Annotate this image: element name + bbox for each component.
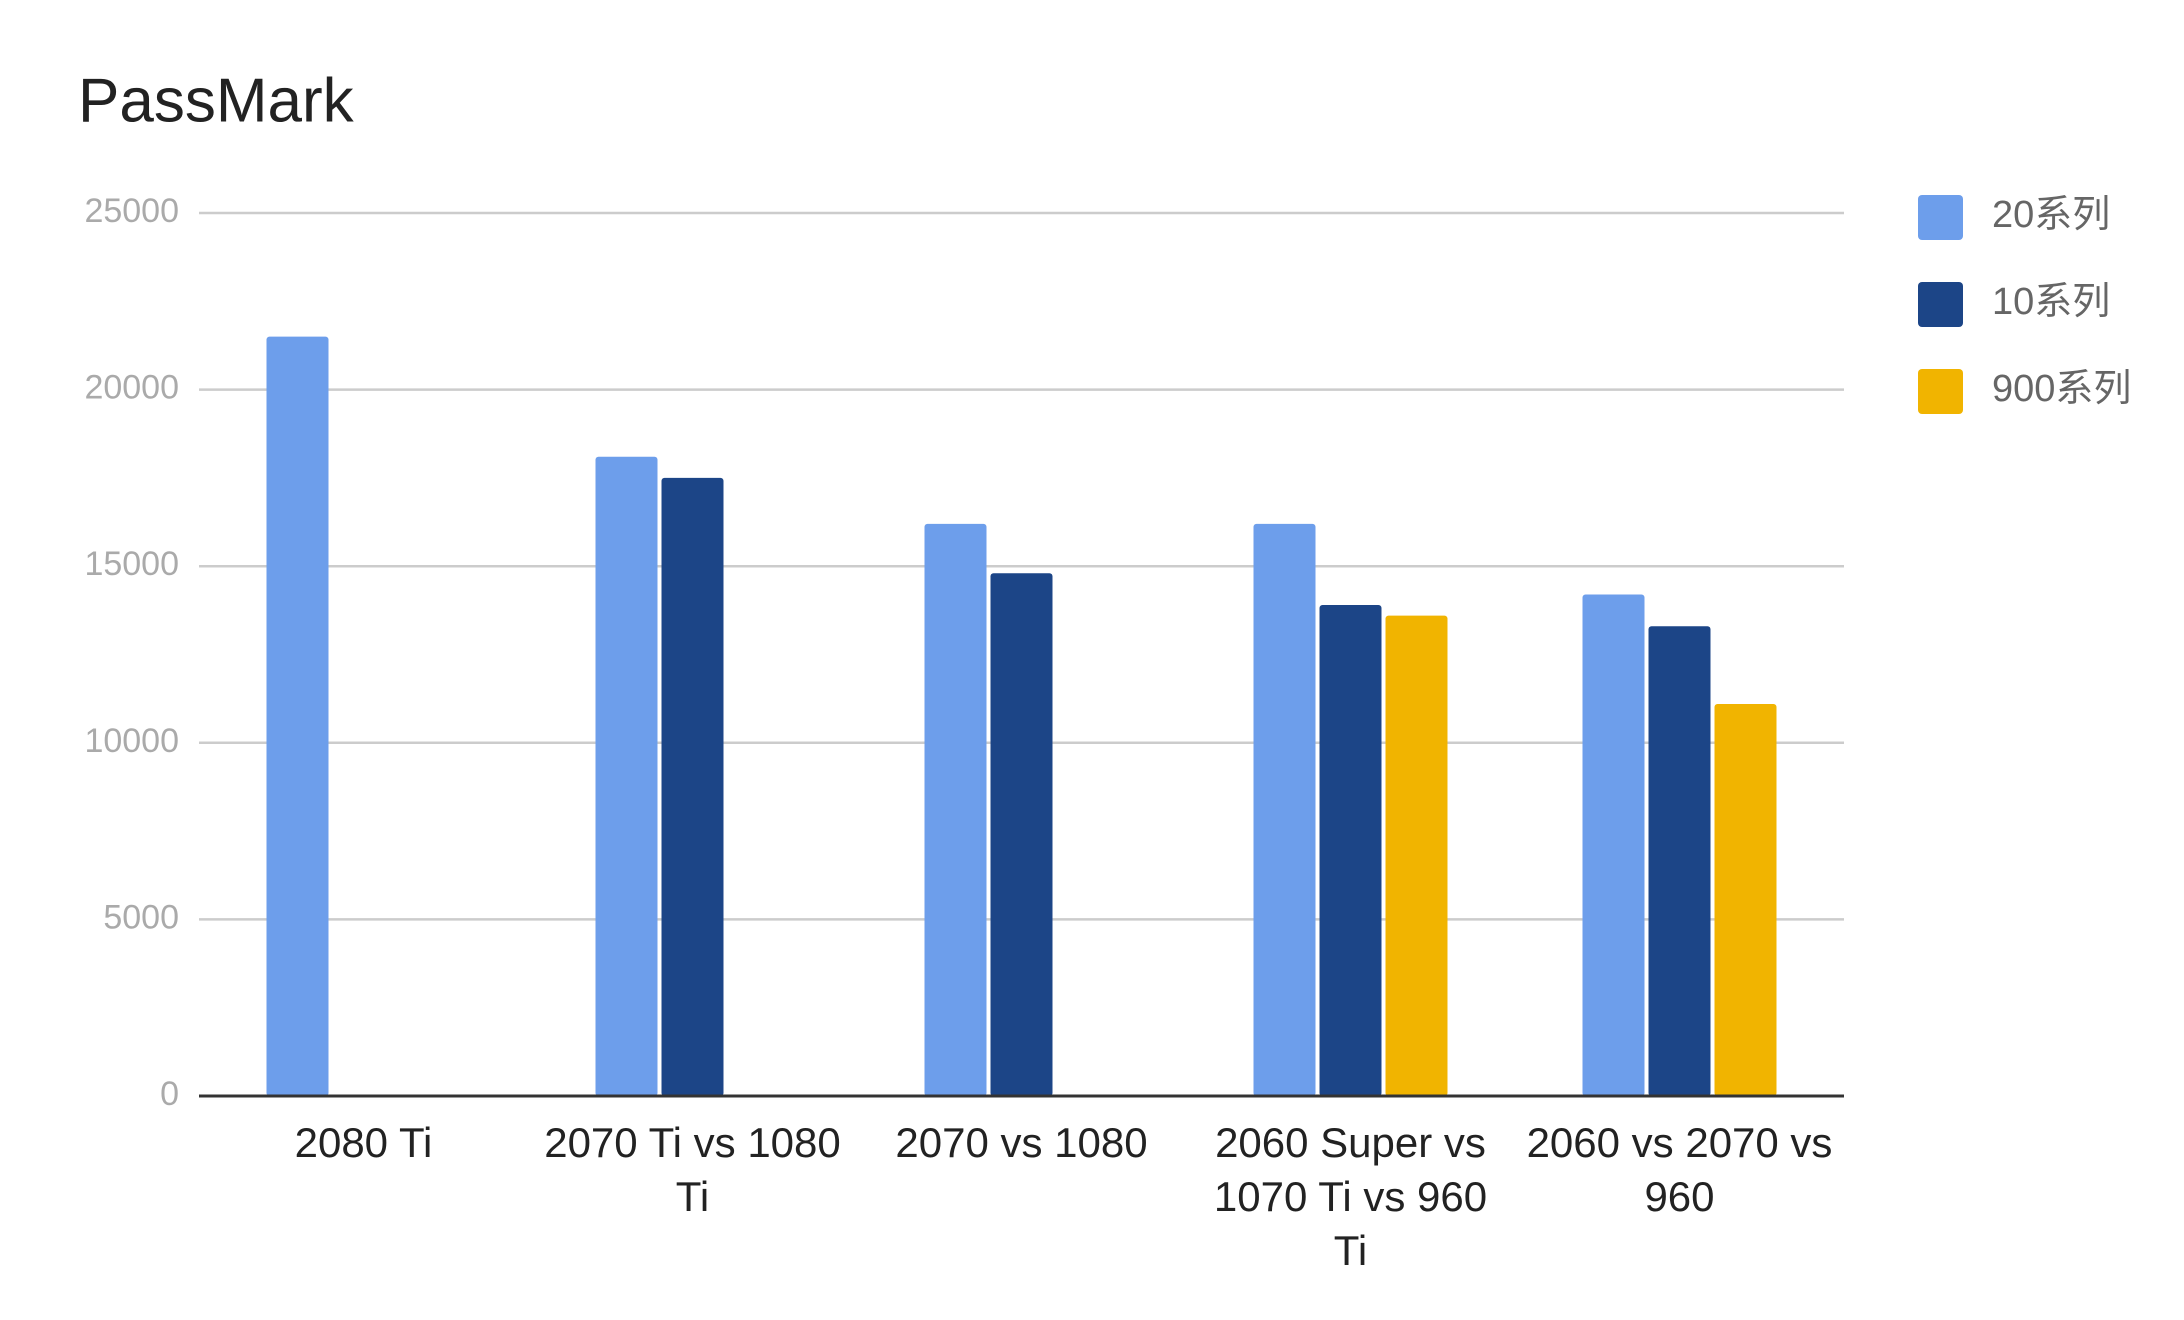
legend-label: 900系列 [1992, 368, 2131, 410]
x-tick-label-box: 2060 Super vs 1070 Ti vs 960 Ti [1213, 1119, 1488, 1274]
bar [266, 336, 329, 1096]
chart-title: PassMark [78, 66, 355, 135]
y-tick-label: 10000 [84, 722, 179, 760]
bar [1385, 615, 1448, 1096]
x-tick-label: 2060 vs 2070 vs 960 [1526, 1119, 1833, 1220]
y-tick-label: 15000 [84, 545, 179, 583]
bar [1319, 605, 1382, 1096]
y-tick-label: 0 [160, 1075, 179, 1113]
y-tick-label: 20000 [84, 369, 179, 407]
x-tick-label-box: 2070 Ti vs 1080 Ti [544, 1119, 841, 1220]
legend-swatch [1918, 369, 1963, 414]
bar [661, 477, 724, 1096]
x-tick-label-box: 2070 vs 1080 [895, 1119, 1148, 1166]
bar [990, 573, 1053, 1096]
legend-label: 10系列 [1992, 281, 2110, 323]
x-tick-label: 2080 Ti [294, 1119, 433, 1166]
bar [1714, 703, 1777, 1096]
legend-swatch [1918, 282, 1963, 327]
bar [1648, 626, 1711, 1096]
legend-label: 20系列 [1992, 194, 2110, 236]
legend-swatch [1918, 195, 1963, 240]
y-tick-label: 25000 [84, 192, 179, 230]
x-tick-label-box: 2060 vs 2070 vs 960 [1526, 1119, 1833, 1220]
x-tick-label-box: 2080 Ti [294, 1119, 433, 1166]
bar [1253, 523, 1316, 1096]
x-tick-label: 2070 vs 1080 [895, 1119, 1148, 1166]
x-tick-label: 2070 Ti vs 1080 Ti [544, 1119, 841, 1220]
bar [595, 456, 658, 1096]
bar [1582, 594, 1645, 1096]
bar [924, 523, 987, 1096]
x-tick-label: 2060 Super vs 1070 Ti vs 960 Ti [1213, 1119, 1488, 1274]
y-tick-label: 5000 [103, 898, 179, 936]
